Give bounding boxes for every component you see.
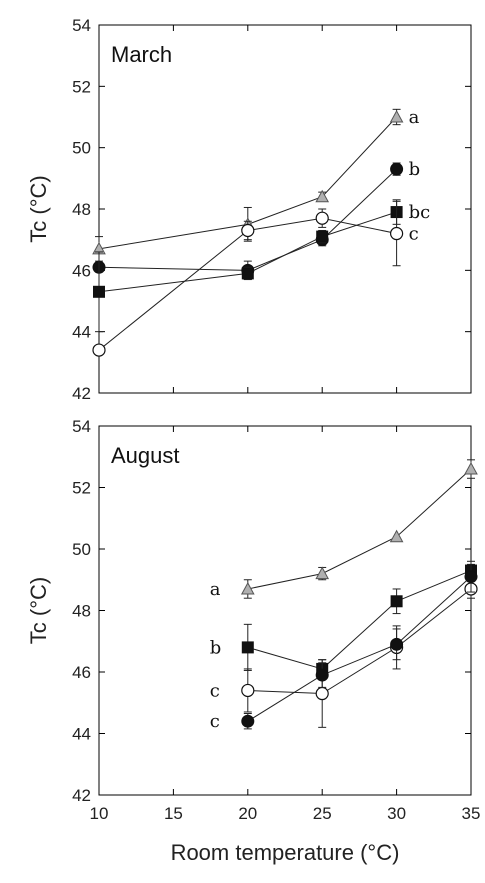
series-line xyxy=(98,211,397,293)
data-point-triangle xyxy=(315,189,330,203)
series-line xyxy=(247,468,472,590)
significance-label: bc xyxy=(409,202,431,223)
data-point-filled-circle xyxy=(390,637,404,651)
y-tick-label: 52 xyxy=(72,479,91,498)
series-triangle: a xyxy=(92,107,420,262)
significance-label: c xyxy=(210,711,220,732)
series-circle-open: c xyxy=(92,200,419,357)
series-line xyxy=(98,217,397,351)
x-tick-label: 20 xyxy=(238,804,257,823)
panel-title: August xyxy=(111,443,180,468)
series-triangle: a xyxy=(210,459,478,600)
significance-label: a xyxy=(409,107,420,128)
panel-title: March xyxy=(111,42,172,67)
data-point-square xyxy=(241,267,254,280)
series-circle-open: c xyxy=(210,579,478,728)
y-tick-label: 48 xyxy=(72,602,91,621)
data-point-open-circle xyxy=(390,226,404,241)
significance-label: a xyxy=(210,579,221,600)
y-tick-label: 48 xyxy=(72,200,91,219)
significance-label: b xyxy=(210,637,222,658)
data-point-open-circle xyxy=(241,683,255,698)
data-point-square xyxy=(241,641,254,654)
series-circle-filled: b xyxy=(92,159,421,281)
series-circle-filled: c xyxy=(210,560,478,732)
significance-label: c xyxy=(210,680,220,701)
data-point-triangle xyxy=(240,581,255,595)
y-tick-label: 46 xyxy=(72,261,91,280)
data-point-triangle xyxy=(315,566,330,580)
y-tick-label: 44 xyxy=(72,725,91,744)
x-tick-label: 30 xyxy=(387,804,406,823)
data-point-square xyxy=(390,595,403,608)
x-axis-title: Room temperature (°C) xyxy=(171,840,400,865)
plot-frame xyxy=(98,425,472,796)
x-tick-label: 15 xyxy=(164,804,183,823)
y-tick-label: 50 xyxy=(72,540,91,559)
y-tick-label: 44 xyxy=(72,323,91,342)
series-square: b xyxy=(210,563,477,679)
x-tick-label: 35 xyxy=(462,804,481,823)
y-axis-title: Tc (°C) xyxy=(26,175,51,242)
data-point-triangle xyxy=(389,109,404,123)
y-axis-title: Tc (°C) xyxy=(26,577,51,644)
x-tick-label: 10 xyxy=(90,804,109,823)
data-point-filled-circle xyxy=(390,162,404,176)
data-point-open-circle xyxy=(315,211,329,225)
data-point-triangle xyxy=(464,462,478,475)
data-point-square xyxy=(93,285,105,298)
series-line xyxy=(247,588,472,695)
panel-august: 42 44 46 48 50 52 54 10 15 20 25 30 35 Tc (°C) August a… xyxy=(26,417,480,823)
data-point-filled-circle xyxy=(464,570,478,584)
data-point-open-circle xyxy=(92,343,106,357)
data-point-square xyxy=(316,230,329,243)
y-tick-label: 52 xyxy=(72,77,91,96)
series-line xyxy=(247,576,472,722)
panel-march: 42 44 46 48 50 52 54 Tc (°C) March a b bcc xyxy=(26,16,472,403)
significance-label: b xyxy=(409,159,421,180)
data-point-filled-circle xyxy=(241,714,255,728)
x-tick-label: 25 xyxy=(313,804,332,823)
y-tick-label: 46 xyxy=(72,663,91,682)
data-point-filled-circle xyxy=(315,668,329,682)
significance-label: c xyxy=(409,224,419,245)
y-tick-label: 42 xyxy=(72,384,91,403)
series-line xyxy=(247,570,472,670)
data-point-open-circle xyxy=(241,223,255,238)
y-tick-label: 50 xyxy=(72,139,91,158)
data-point-triangle xyxy=(389,529,404,543)
y-tick-label: 42 xyxy=(72,786,91,805)
data-point-open-circle xyxy=(315,686,329,701)
series-line xyxy=(98,116,397,250)
y-tick-label: 54 xyxy=(72,16,91,35)
y-tick-label: 54 xyxy=(72,417,91,436)
